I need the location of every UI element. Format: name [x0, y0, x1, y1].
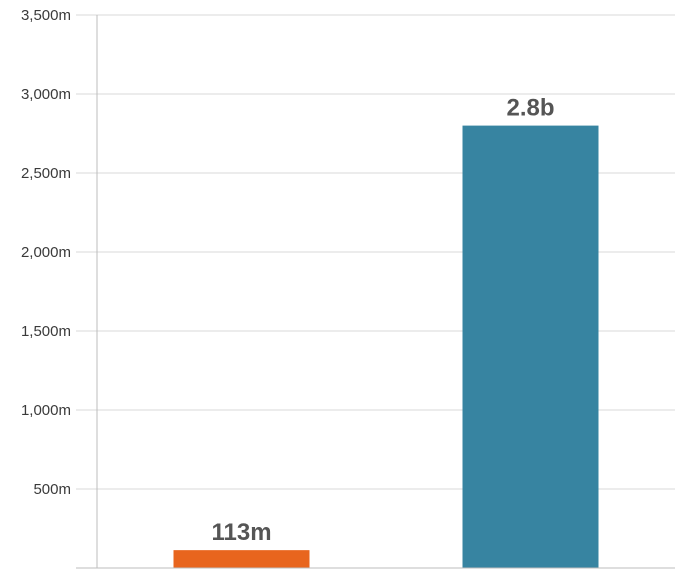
y-axis-tick-labels: 500m 1,000m 1,500m 2,000m 2,500m 3,000m 3,500m: [21, 7, 71, 498]
bar: [173, 550, 310, 568]
y-tick-label: 3,000m: [21, 86, 71, 103]
y-tick-label: 2,000m: [21, 244, 71, 261]
bars: [173, 125, 599, 568]
gridlines: [76, 14, 675, 490]
y-tick-label: 3,500m: [21, 7, 71, 24]
bar-value-label: 2.8b: [506, 95, 554, 122]
y-tick-label: 2,500m: [21, 165, 71, 182]
bar: [462, 125, 599, 568]
y-tick-label: 1,000m: [21, 402, 71, 419]
bar-value-label: 113m: [211, 519, 271, 546]
y-tick-label: 500m: [33, 481, 71, 498]
data-labels: 113m 2.8b: [211, 95, 554, 547]
y-tick-label: 1,500m: [21, 323, 71, 340]
